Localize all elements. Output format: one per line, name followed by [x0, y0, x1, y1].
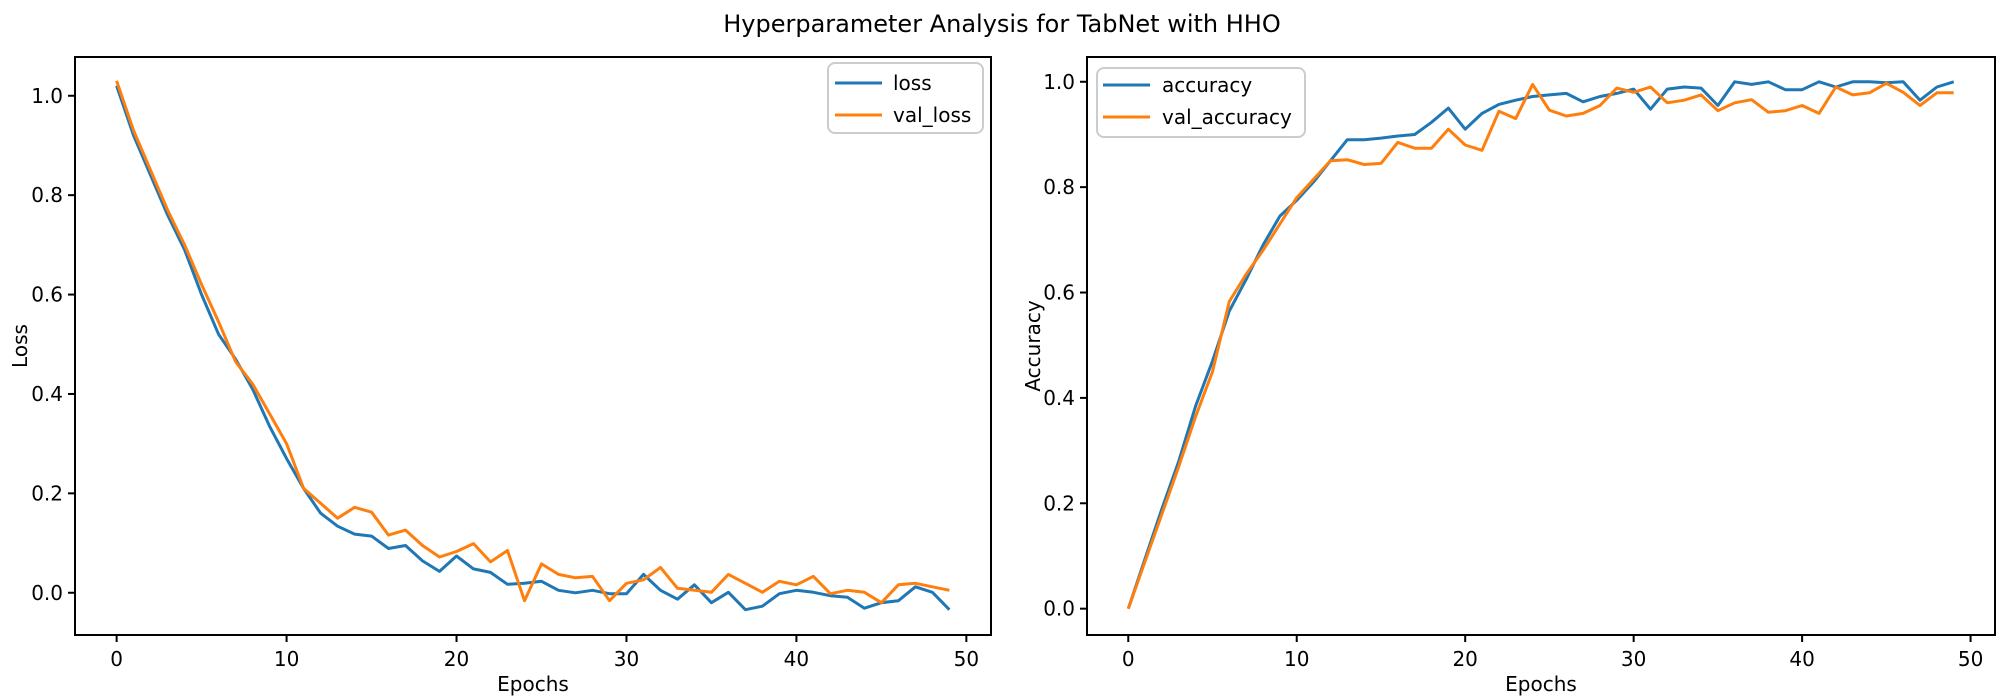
- loss-legend: loss val_loss: [827, 62, 984, 134]
- loss-plot: 0 10 20 30 40 50 0.0 0.2 0.4 0.6 0.8 1.0 Epochs Los…: [8, 56, 992, 696]
- series-line-accuracy: [1126, 80, 1955, 610]
- y-tick-label: 0.0: [1043, 597, 1075, 621]
- loss-plot-area: [74, 56, 992, 636]
- loss-legend-label: loss: [893, 71, 932, 95]
- y-tick-label: 0.2: [31, 481, 63, 505]
- x-tick-label: 20: [1452, 647, 1477, 671]
- x-tick-label: 20: [444, 647, 469, 671]
- loss-axes-ticks: 0 10 20 30 40 50 0.0 0.2 0.4 0.6 0.8 1.0: [31, 84, 979, 671]
- y-tick-label: 0.2: [1043, 491, 1075, 515]
- x-tick-label: 40: [784, 647, 809, 671]
- y-tick-label: 0.6: [31, 283, 63, 307]
- y-tick-label: 1.0: [31, 84, 63, 108]
- accuracy-yaxis-label: Accuracy: [1021, 300, 1045, 391]
- x-tick-label: 0: [110, 647, 123, 671]
- y-tick-label: 0.0: [31, 581, 63, 605]
- accuracy-legend-label: accuracy: [1162, 73, 1252, 97]
- accuracy-legend: accuracy val_accuracy: [1096, 67, 1306, 138]
- loss-series-lines: [115, 80, 951, 612]
- x-tick-label: 40: [1789, 647, 1814, 671]
- x-tick-label: 0: [1122, 647, 1135, 671]
- series-line-val_loss: [115, 80, 950, 605]
- x-tick-label: 10: [1284, 647, 1309, 671]
- accuracy-xaxis-label: Epochs: [1505, 672, 1577, 696]
- y-tick-label: 0.4: [31, 382, 63, 406]
- y-tick-label: 0.4: [1043, 386, 1075, 410]
- accuracy-plot-area: [1086, 56, 1996, 636]
- val-loss-legend-label: val_loss: [893, 103, 971, 127]
- series-line-val_accuracy: [1126, 81, 1954, 610]
- accuracy-series-lines: [1126, 80, 1955, 610]
- accuracy-axes-ticks: 0 10 20 30 40 50 0.0 0.2 0.4 0.6 0.8 1.0: [1043, 70, 1983, 671]
- y-tick-label: 0.8: [31, 183, 63, 207]
- accuracy-plot: 0 10 20 30 40 50 0.0 0.2 0.4 0.6 0.8 1.0 Epochs Acc…: [1021, 56, 1996, 696]
- x-tick-label: 50: [1958, 647, 1983, 671]
- y-tick-label: 0.6: [1043, 281, 1075, 305]
- x-tick-label: 50: [954, 647, 979, 671]
- figure-title: Hyperparameter Analysis for TabNet with …: [723, 10, 1281, 38]
- loss-yaxis-label: Loss: [8, 324, 32, 368]
- val-accuracy-legend-label: val_accuracy: [1162, 105, 1292, 129]
- y-tick-label: 1.0: [1043, 70, 1075, 94]
- loss-xaxis-label: Epochs: [497, 672, 569, 696]
- x-tick-label: 30: [1621, 647, 1646, 671]
- x-tick-label: 10: [274, 647, 299, 671]
- y-tick-label: 0.8: [1043, 175, 1075, 199]
- series-line-loss: [115, 85, 951, 612]
- x-tick-label: 30: [614, 647, 639, 671]
